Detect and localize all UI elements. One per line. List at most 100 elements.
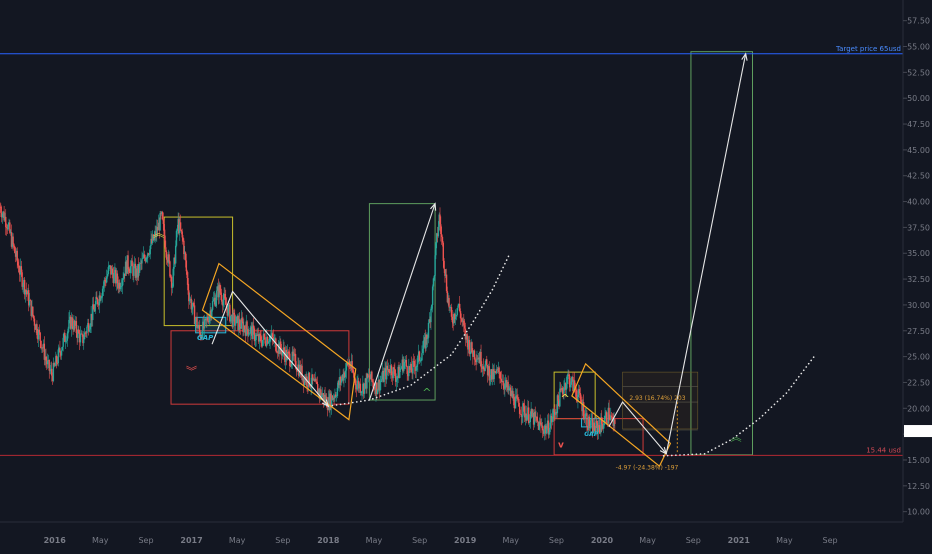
candle-body [392,367,394,379]
x-tick-label: Sep [138,536,153,545]
candle-body [40,340,42,349]
candle-body [321,393,324,396]
candle-body [252,325,255,329]
candle-body [83,339,85,344]
candle-body [416,364,418,367]
candle-body [309,386,312,388]
y-tick-label: 57.50 [907,17,930,26]
candle-body [559,388,562,391]
candle-body [448,297,450,308]
candle-body [426,337,429,340]
candle-body [262,333,265,340]
candle-body [566,375,568,384]
candle-body [482,366,485,370]
candle-body [353,372,355,378]
candle-body [555,411,558,414]
candle-body [468,340,471,355]
candle-body [464,328,467,340]
candle-body [466,334,468,340]
candle-body [89,325,91,330]
candle-body [195,317,197,320]
candle-body [217,286,220,298]
y-tick-label: 45.00 [907,146,930,155]
candle-body [419,360,422,362]
candle-body [55,356,57,366]
candle-body [83,332,86,340]
y-tick-label: 50.00 [907,94,930,103]
candle-body [283,347,285,354]
candle-body [146,257,148,259]
candle-body [226,307,229,316]
candle-body [147,253,150,255]
candle-body [106,273,109,277]
candle-body [385,368,387,380]
candle-body [577,394,579,401]
candle-body [408,366,411,370]
candle-body [209,310,211,316]
candle-body [107,267,110,274]
candle-body [19,266,22,275]
candle-body [240,318,243,329]
candle-body [526,415,528,421]
candle-body [539,421,541,423]
candle-body [234,314,236,326]
candle-body [363,383,366,394]
candle-body [102,285,105,289]
candle-body [124,261,127,276]
candle-body [330,393,332,408]
candle-body [414,366,417,371]
candle-body [550,416,553,422]
candle-body [344,370,347,378]
candle-body [202,321,204,339]
candle-body [91,313,93,321]
candle-body [381,370,384,380]
candle-body [450,307,453,317]
candle-body [231,314,234,328]
y-tick-label: 12.50 [907,482,930,491]
candle-body [297,364,299,372]
candle-body [500,378,503,382]
projection-arrow-2020-down [608,401,667,455]
candle-body [327,397,330,410]
candle-body [119,282,121,289]
candle-body [132,266,134,276]
candle-body [406,366,408,374]
candle-body [23,279,26,295]
candle-body [96,296,98,300]
projection-arrow-2018 [368,203,436,401]
candle-body [4,216,6,221]
y-tick-label: 35.00 [907,249,930,258]
candle-body [569,384,572,388]
candle-body [1,213,4,218]
candle-body [559,388,561,407]
candle-body [42,343,45,349]
candle-body [509,387,511,389]
candle-body [127,255,129,269]
candle-body [19,272,21,275]
candle-body [367,375,370,378]
candle-body [514,396,517,409]
candle-body [164,235,166,248]
candle-body [380,380,382,383]
candle-body [484,364,486,371]
candle-body [254,340,257,342]
candle-body [111,268,114,274]
candle-body [605,412,608,423]
candle-body [63,333,65,338]
candle-body [401,359,403,368]
candle-body [203,318,206,329]
candle-body [184,252,187,261]
candle-body [477,357,480,360]
candle-body [548,432,550,435]
candle-body [495,369,498,374]
candle-body [579,393,582,400]
candle-body [422,340,425,349]
candle-body [78,333,81,343]
candle-body [208,315,211,323]
candle-body [389,372,391,373]
candle-body [23,279,25,287]
candle-body [312,374,314,381]
candle-body [142,254,145,258]
arrowhead-2018 [430,202,437,211]
